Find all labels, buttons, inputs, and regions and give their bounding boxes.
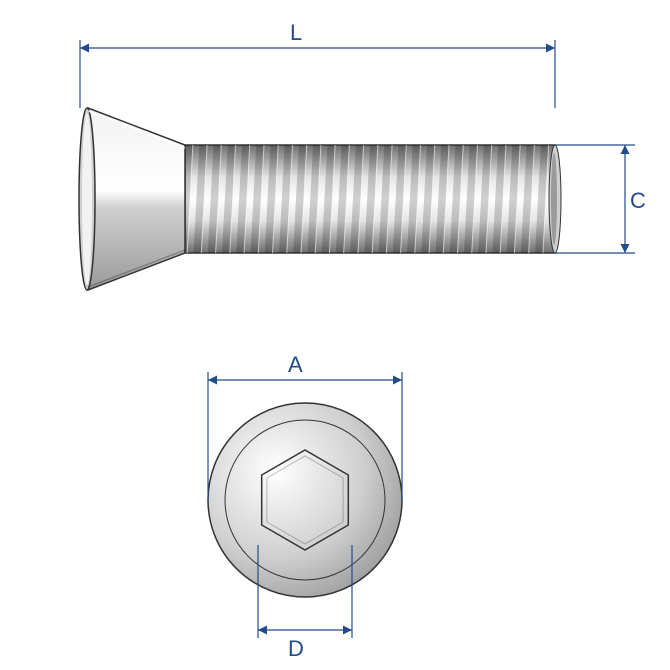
diagram-canvas: L C A D xyxy=(0,0,670,670)
technical-drawing-svg xyxy=(0,0,670,670)
dimension-label-D: D xyxy=(288,636,304,662)
dimension-label-L: L xyxy=(290,20,302,46)
dimension-label-C: C xyxy=(630,188,646,214)
dimension-label-A: A xyxy=(288,352,303,378)
